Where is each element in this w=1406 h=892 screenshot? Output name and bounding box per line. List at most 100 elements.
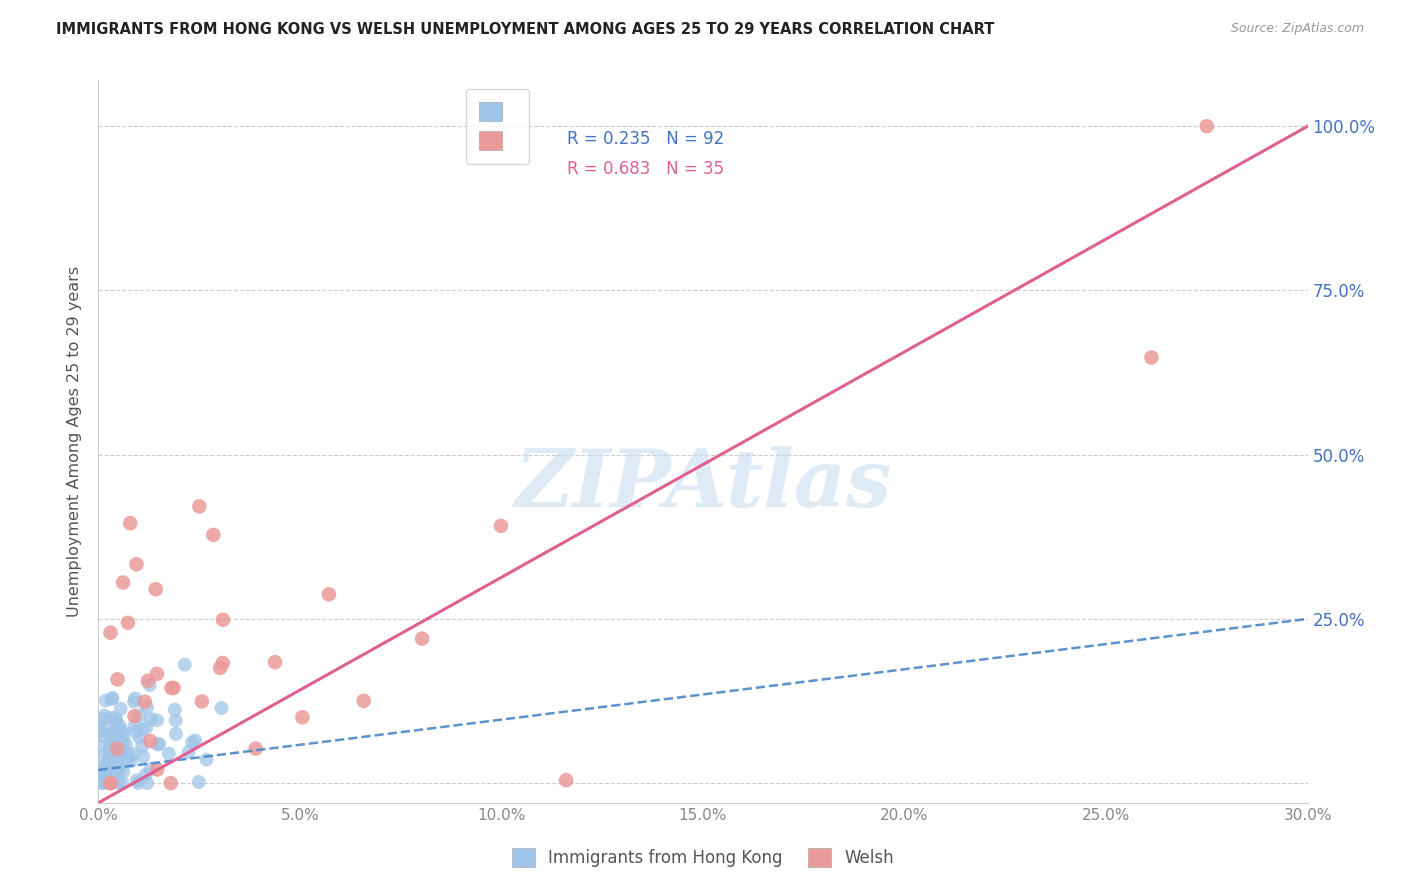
Point [94, 729, 117, 743]
Point [90, 775, 112, 789]
Point [107, 735, 129, 749]
Point [195, 753, 218, 767]
Point [110, 702, 132, 716]
Point [110, 745, 132, 759]
Point [146, 738, 169, 752]
Point [125, 773, 148, 788]
Text: R = 0.235   N = 92: R = 0.235 N = 92 [567, 130, 724, 148]
Point [103, 749, 125, 764]
Point [111, 736, 134, 750]
Point [211, 701, 233, 715]
Point [165, 714, 187, 728]
Point [181, 735, 204, 749]
Point [163, 703, 186, 717]
Point [107, 726, 129, 740]
Point [148, 737, 170, 751]
Point [112, 575, 135, 590]
Point [165, 727, 187, 741]
Point [105, 741, 128, 756]
Point [132, 749, 155, 764]
Point [139, 734, 162, 748]
Point [145, 582, 167, 596]
Point [555, 773, 578, 788]
Point [120, 516, 142, 531]
Point [135, 721, 157, 735]
Point [1140, 351, 1163, 365]
Point [159, 776, 181, 790]
Text: IMMIGRANTS FROM HONG KONG VS WELSH UNEMPLOYMENT AMONG AGES 25 TO 29 YEARS CORREL: IMMIGRANTS FROM HONG KONG VS WELSH UNEMP… [56, 22, 994, 37]
Point [103, 725, 125, 739]
Point [97, 755, 120, 769]
Point [91, 776, 114, 790]
Point [112, 727, 135, 741]
Point [122, 747, 145, 761]
Point [134, 695, 156, 709]
Point [131, 739, 153, 753]
Point [96, 774, 118, 789]
Point [105, 713, 128, 727]
Point [89, 764, 111, 779]
Point [100, 625, 122, 640]
Point [90, 749, 112, 764]
Point [264, 655, 287, 669]
Point [111, 724, 134, 739]
Point [318, 587, 340, 601]
Text: Source: ZipAtlas.com: Source: ZipAtlas.com [1230, 22, 1364, 36]
Point [489, 519, 512, 533]
Point [91, 712, 114, 726]
Point [97, 751, 120, 765]
Point [411, 632, 433, 646]
Point [122, 695, 145, 709]
Point [160, 681, 183, 695]
Point [139, 762, 162, 776]
Point [101, 711, 124, 725]
Point [98, 742, 121, 756]
Point [107, 673, 129, 687]
Point [107, 741, 129, 756]
Point [104, 712, 127, 726]
Point [94, 693, 117, 707]
Point [87, 739, 110, 753]
Point [98, 741, 121, 756]
Point [107, 722, 129, 736]
Point [353, 694, 375, 708]
Point [212, 613, 235, 627]
Point [108, 752, 131, 766]
Point [128, 731, 150, 745]
Point [138, 678, 160, 692]
Point [146, 763, 169, 777]
Point [136, 700, 159, 714]
Point [202, 528, 225, 542]
Point [117, 615, 139, 630]
Point [146, 666, 169, 681]
Point [120, 754, 142, 768]
Point [98, 727, 121, 741]
Point [136, 776, 159, 790]
Point [191, 694, 214, 708]
Point [107, 766, 129, 780]
Point [90, 724, 112, 739]
Point [157, 747, 180, 761]
Point [91, 776, 114, 790]
Point [184, 733, 207, 747]
Point [105, 731, 128, 746]
Point [139, 712, 162, 726]
Point [177, 745, 200, 759]
Point [89, 720, 111, 734]
Point [90, 761, 112, 775]
Point [100, 776, 122, 790]
Point [101, 692, 124, 706]
Point [112, 764, 135, 779]
Point [127, 776, 149, 790]
Point [188, 500, 211, 514]
Legend: Immigrants from Hong Kong, Welsh: Immigrants from Hong Kong, Welsh [505, 841, 901, 874]
Point [162, 681, 184, 695]
Point [100, 736, 122, 750]
Point [107, 776, 129, 790]
Point [98, 720, 121, 734]
Point [131, 723, 153, 738]
Point [114, 737, 136, 751]
Point [100, 776, 122, 790]
Y-axis label: Unemployment Among Ages 25 to 29 years: Unemployment Among Ages 25 to 29 years [67, 266, 83, 617]
Point [211, 656, 233, 670]
